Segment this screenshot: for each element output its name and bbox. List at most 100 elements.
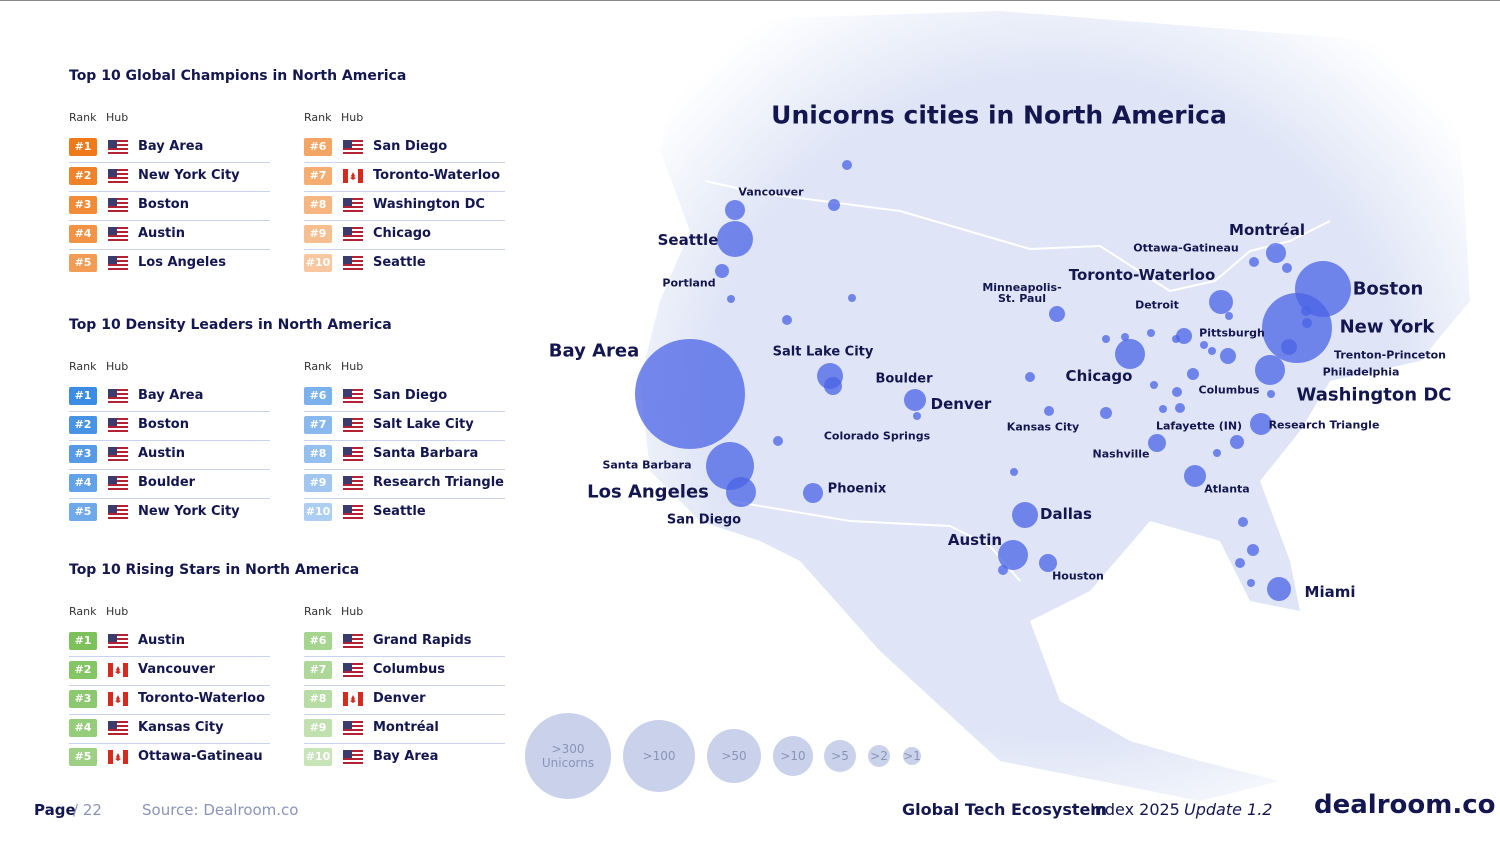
flag-stripe xyxy=(108,148,128,150)
hub-name: Toronto-Waterloo xyxy=(138,691,266,706)
flag-stripe xyxy=(343,447,363,449)
hub-name: New York City xyxy=(138,168,240,183)
flag xyxy=(108,447,128,461)
flag-stripe xyxy=(108,636,128,638)
flag-stripe xyxy=(108,480,128,482)
flag-stripe xyxy=(108,198,128,200)
flag-stripe xyxy=(343,227,363,229)
city-label: Phoenix xyxy=(827,481,887,497)
city-bubble xyxy=(1039,554,1057,572)
flag-stripe xyxy=(343,644,363,646)
flag-stripe xyxy=(343,636,363,638)
flag-band xyxy=(123,750,128,764)
flag-stripe xyxy=(343,426,363,428)
flag-stripe xyxy=(343,401,363,403)
legend-bubble xyxy=(868,745,890,767)
legend-label: >5 xyxy=(831,749,849,763)
column-header: Hub xyxy=(341,360,364,373)
flag-band xyxy=(343,169,348,183)
row-rule xyxy=(304,411,505,412)
flag-leaf xyxy=(115,666,121,674)
row-rule xyxy=(69,714,270,715)
flag-stripe xyxy=(108,235,128,237)
city-bubble xyxy=(1175,403,1185,413)
flag xyxy=(108,750,128,764)
flag xyxy=(343,692,363,706)
flag-stripe xyxy=(343,256,363,258)
flag-leaf xyxy=(115,753,121,761)
rank-badge: #8 xyxy=(304,690,332,708)
flag xyxy=(343,227,363,241)
city-bubble xyxy=(1187,368,1199,380)
city-bubble xyxy=(913,412,921,420)
city-label: Austin xyxy=(947,531,1003,549)
city-bubble xyxy=(1247,579,1255,587)
flag xyxy=(343,476,363,490)
city-bubble xyxy=(773,436,783,446)
flag-stripe xyxy=(343,511,363,513)
hub-name: Chicago xyxy=(373,226,431,241)
flag-stripe xyxy=(108,640,128,642)
flag-stripe xyxy=(343,634,363,636)
city-label: Salt Lake City xyxy=(772,344,874,360)
flag-canton xyxy=(343,721,352,729)
row-rule xyxy=(69,411,270,412)
column-header: Hub xyxy=(106,360,129,373)
rank-badge: #1 xyxy=(69,632,97,650)
city-bubble xyxy=(1172,335,1180,343)
hub-name: Boulder xyxy=(138,475,196,490)
city-bubble xyxy=(1225,312,1233,320)
flag-stripe xyxy=(108,486,128,488)
flag-stripe xyxy=(108,418,128,420)
flag-stripe xyxy=(108,262,128,264)
flag xyxy=(108,663,128,677)
flag xyxy=(343,505,363,519)
flag-stripe xyxy=(108,152,128,154)
city-label: Santa Barbara xyxy=(602,458,692,472)
rank-badge: #6 xyxy=(304,387,332,405)
row-rule xyxy=(304,162,505,163)
flag xyxy=(343,721,363,735)
city-bubble xyxy=(635,339,745,449)
legend-bubble xyxy=(525,713,611,799)
hub-name: Washington DC xyxy=(373,197,485,212)
city-label: Lafayette (IN) xyxy=(1155,419,1243,433)
city-label: Washington DC xyxy=(1296,384,1452,406)
legend-label: >1 xyxy=(903,749,921,763)
flag-stripe xyxy=(108,204,128,206)
row-rule xyxy=(304,714,505,715)
rank-badge: #4 xyxy=(69,719,97,737)
flag xyxy=(343,663,363,677)
flag-stripe xyxy=(108,509,128,511)
flag-canton xyxy=(343,198,352,206)
flag-canton xyxy=(108,140,117,148)
flag-stripe xyxy=(108,723,128,725)
legend-bubble xyxy=(623,720,695,792)
flag-stripe xyxy=(343,399,363,401)
flag-stripe xyxy=(343,729,363,731)
city-bubble xyxy=(1121,333,1129,341)
city-bubble xyxy=(1302,318,1312,328)
flag-stripe xyxy=(343,480,363,482)
flag-stripe xyxy=(343,395,363,397)
flag xyxy=(343,634,363,648)
legend-bubble xyxy=(903,747,921,765)
flag-stripe xyxy=(343,646,363,648)
city-label: Colorado Springs xyxy=(823,429,931,443)
hub-name: Bay Area xyxy=(138,139,204,154)
hub-name: San Diego xyxy=(373,139,448,154)
hub-name: Seattle xyxy=(373,255,426,270)
flag-stripe xyxy=(343,229,363,231)
column-header: Rank xyxy=(304,360,332,373)
hub-name: Vancouver xyxy=(138,662,215,677)
city-bubble xyxy=(1235,558,1245,568)
flag-stripe xyxy=(343,198,363,200)
map-title: Unicorns cities in North America xyxy=(771,100,1227,130)
flag xyxy=(343,447,363,461)
flag-stripe xyxy=(108,422,128,424)
flag-stripe xyxy=(343,148,363,150)
flag-stripe xyxy=(108,478,128,480)
flag-stripe xyxy=(108,515,128,517)
flag-stripe xyxy=(108,476,128,478)
flag-stripe xyxy=(343,731,363,733)
